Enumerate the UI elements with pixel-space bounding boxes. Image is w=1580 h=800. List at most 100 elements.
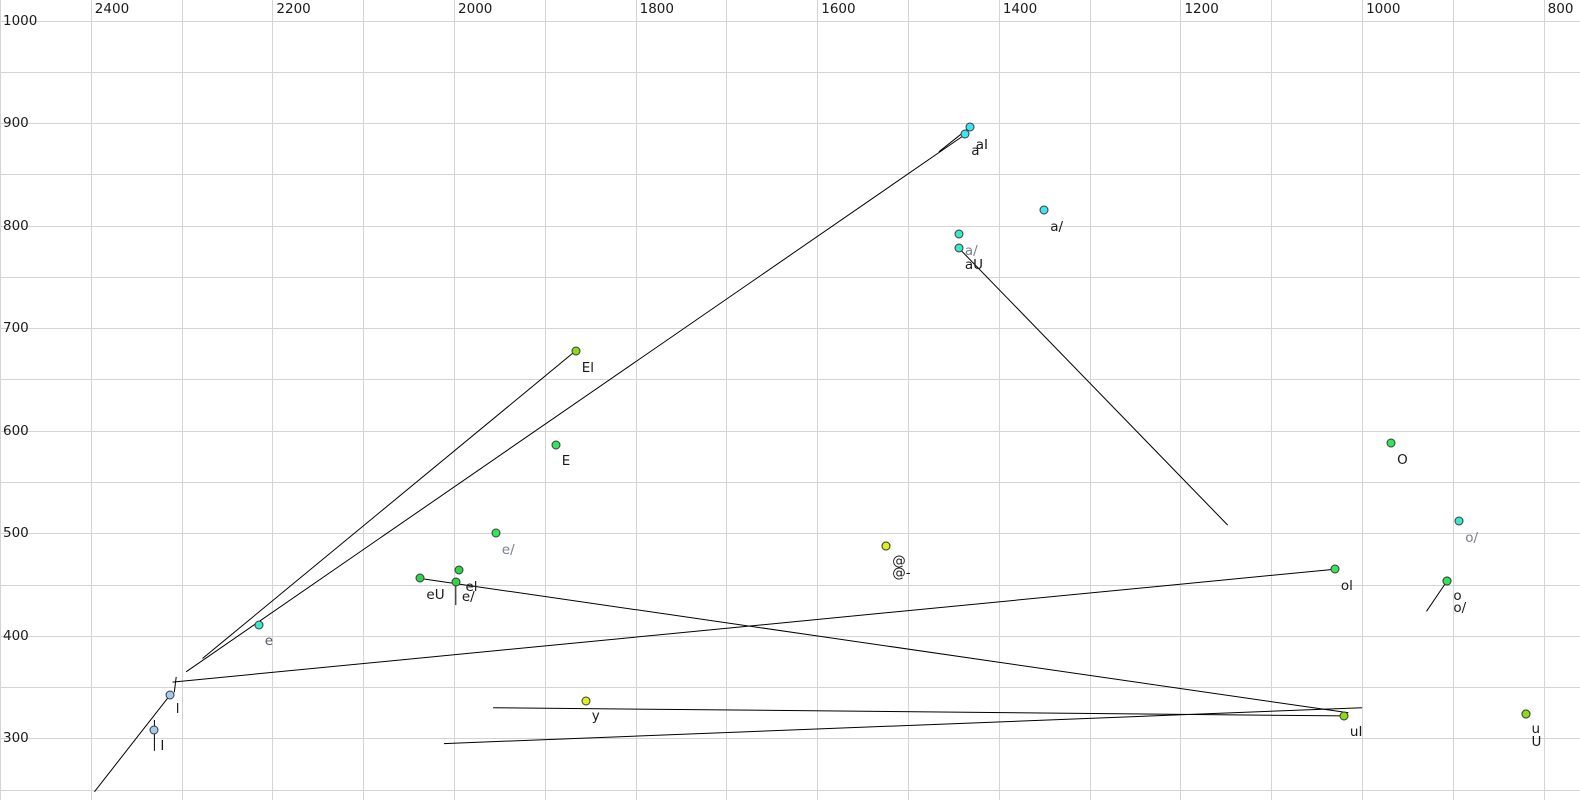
grid-line-horizontal <box>0 482 1580 483</box>
data-point-marker[interactable] <box>415 573 425 583</box>
grid-line-vertical <box>1453 0 1454 800</box>
data-point-marker[interactable] <box>551 440 561 450</box>
data-point-marker[interactable] <box>1039 205 1049 215</box>
data-point-label: I <box>160 738 165 755</box>
data-point-marker[interactable] <box>965 122 975 132</box>
y-axis-tick-label: 500 <box>3 525 29 542</box>
data-point-label: aU <box>964 257 984 274</box>
data-point-label: o/ <box>1453 599 1467 616</box>
x-axis-tick-label: 2200 <box>276 1 311 17</box>
y-axis-tick-label: 300 <box>3 730 29 747</box>
data-point-label: u <box>1531 720 1541 737</box>
grid-line-horizontal <box>0 174 1580 175</box>
grid-line-vertical <box>454 0 455 800</box>
grid-line-horizontal <box>0 533 1580 534</box>
x-axis-tick-label: 1600 <box>821 1 856 17</box>
data-point-marker[interactable] <box>1521 709 1531 719</box>
trajectory-line <box>202 350 577 659</box>
y-axis-tick-label: 600 <box>3 422 29 439</box>
trajectory-line <box>173 676 177 693</box>
grid-line-vertical <box>1544 0 1545 800</box>
data-point-marker[interactable] <box>954 229 964 239</box>
grid-line-vertical <box>1271 0 1272 800</box>
grid-line-horizontal <box>0 72 1580 73</box>
data-point-label: a/ <box>1050 219 1064 236</box>
grid-line-horizontal <box>0 379 1580 380</box>
grid-line-vertical <box>1090 0 1091 800</box>
data-point-label: e/ <box>501 542 515 559</box>
data-point-label: El <box>581 359 594 376</box>
data-point-marker[interactable] <box>254 620 264 630</box>
data-point-label: @- <box>892 564 911 581</box>
data-point-label: aI <box>975 137 989 154</box>
data-point-marker[interactable] <box>571 346 581 356</box>
data-point-label: eU <box>426 587 445 604</box>
data-point-label: U <box>1531 733 1542 750</box>
data-point-marker[interactable] <box>960 129 970 139</box>
grid-line-vertical <box>1180 0 1181 800</box>
data-point-marker[interactable] <box>1442 576 1452 585</box>
grid-line-vertical <box>726 0 727 800</box>
data-point-label: l <box>175 701 180 718</box>
x-axis-tick-label: 800 <box>1547 1 1574 17</box>
data-point-label: O <box>1397 452 1408 469</box>
grid-line-horizontal <box>0 226 1580 227</box>
data-point-marker[interactable] <box>581 696 591 705</box>
grid-line-horizontal <box>0 328 1580 329</box>
y-axis-tick-label: 1000 <box>3 12 38 29</box>
grid-line-horizontal <box>0 431 1580 432</box>
data-point-marker[interactable] <box>165 690 175 700</box>
grid-line-vertical <box>272 0 273 800</box>
data-point-marker[interactable] <box>451 577 461 587</box>
x-axis-tick-label: 1400 <box>1002 1 1038 17</box>
grid-line-horizontal <box>0 790 1580 791</box>
y-axis-tick-label: 700 <box>3 320 29 337</box>
data-point-label: ol <box>1340 578 1353 595</box>
x-axis-tick-label: 1000 <box>1366 1 1401 17</box>
trajectory-line <box>493 707 1344 717</box>
data-point-label: E <box>561 453 571 470</box>
grid-line-horizontal <box>0 123 1580 124</box>
data-point-marker[interactable] <box>1386 438 1396 448</box>
data-point-marker[interactable] <box>454 565 464 575</box>
grid-line-horizontal <box>0 687 1580 688</box>
data-point-label: y <box>591 707 600 724</box>
grid-line-horizontal <box>0 636 1580 637</box>
grid-line-vertical <box>908 0 909 800</box>
grid-line-vertical <box>545 0 546 800</box>
grid-line-vertical <box>999 0 1000 800</box>
x-axis-tick-label: 2000 <box>458 1 493 17</box>
grid-line-vertical <box>363 0 364 800</box>
data-point-label: a <box>971 143 980 160</box>
data-point-marker[interactable] <box>1339 711 1349 721</box>
data-point-label: e/ <box>461 588 475 605</box>
data-point-label: @ <box>892 552 906 569</box>
data-point-marker[interactable] <box>1454 516 1464 526</box>
data-point-label: a/ <box>964 242 978 259</box>
y-axis-tick-label: 800 <box>3 217 29 234</box>
x-axis-tick-label: 2400 <box>94 1 130 17</box>
data-point-marker[interactable] <box>881 541 891 551</box>
trajectory-line <box>172 568 1335 683</box>
grid-line-vertical <box>0 0 1 800</box>
data-point-label: uI <box>1349 723 1363 740</box>
data-point-marker[interactable] <box>954 243 964 253</box>
data-point-marker[interactable] <box>1330 564 1340 574</box>
x-axis-tick-label: 1800 <box>639 1 674 17</box>
trajectory-line <box>94 695 171 793</box>
data-point-marker[interactable] <box>149 725 159 735</box>
data-point-label: el <box>465 579 478 596</box>
x-axis-tick-label: 1200 <box>1184 1 1219 17</box>
y-axis-tick-label: 400 <box>3 627 29 644</box>
data-point-label: e <box>264 632 274 649</box>
grid-line-vertical <box>817 0 818 800</box>
grid-line-vertical <box>636 0 637 800</box>
y-axis-tick-label: 900 <box>3 115 29 132</box>
data-point-marker[interactable] <box>491 528 501 538</box>
grid-line-horizontal <box>0 277 1580 278</box>
data-point-label: o/ <box>1465 530 1479 547</box>
grid-line-vertical <box>91 0 92 800</box>
data-point-label: o <box>1453 587 1462 604</box>
